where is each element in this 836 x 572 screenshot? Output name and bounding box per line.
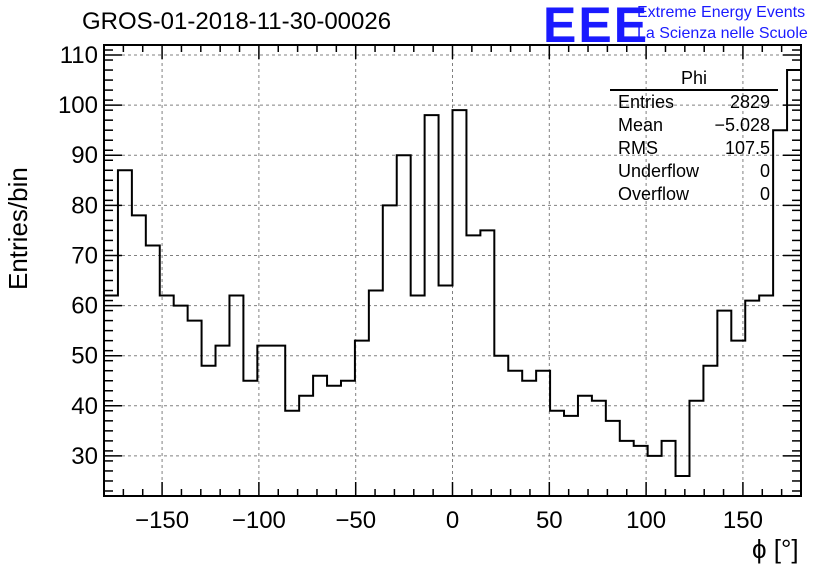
histogram-bin [550, 411, 564, 496]
chart-title: GROS-01-2018-11-30-00026 [82, 8, 392, 35]
histogram-bin [174, 306, 188, 496]
histogram-bin [453, 110, 467, 496]
y-tick-label: 60 [71, 293, 98, 320]
histogram-bin [439, 286, 453, 496]
histogram-bin [327, 386, 341, 496]
y-tick-label: 70 [71, 242, 98, 269]
stats-value: 0 [759, 161, 770, 181]
histogram-bin [592, 401, 606, 496]
histogram-bin [536, 371, 550, 496]
stats-value: 107.5 [724, 138, 770, 158]
histogram-bin [606, 421, 620, 496]
y-tick-label: 90 [71, 142, 98, 169]
histogram-outline [104, 69, 801, 477]
stats-row-mean: Mean −5.028 [610, 114, 778, 137]
histogram-bin [494, 356, 508, 496]
histogram-bin [229, 296, 243, 496]
x-tick-label: 0 [446, 507, 459, 534]
x-tick-label: −100 [232, 507, 286, 534]
histogram-bin [132, 215, 146, 496]
histogram-bin [759, 296, 773, 496]
histogram-bin [508, 371, 522, 496]
histogram-bin [146, 245, 160, 496]
histogram-bin [662, 441, 676, 496]
histogram-bin [257, 346, 271, 496]
histogram-bin [285, 411, 299, 496]
histogram-bin [648, 456, 662, 496]
histogram-bin [787, 70, 801, 496]
histogram-bin [188, 321, 202, 496]
histogram-bin [745, 301, 759, 496]
stats-box: Phi Entries 2829 Mean −5.028 RMS 107.5 U… [610, 68, 778, 206]
histogram-bin [271, 346, 285, 496]
stats-label: Underflow [618, 161, 700, 181]
stats-title: Phi [610, 68, 778, 91]
stats-label: Mean [618, 115, 664, 135]
histogram-bin [717, 311, 731, 496]
stats-label: Entries [618, 92, 675, 112]
y-tick-label: 110 [60, 42, 98, 69]
histogram-bin [202, 366, 216, 496]
y-tick-label: 80 [71, 192, 98, 219]
logo-caption-line2: La Scienza nelle Scuole [637, 25, 808, 42]
stats-row-rms: RMS 107.5 [610, 137, 778, 160]
histogram-bin [703, 366, 717, 496]
plot-frame [103, 44, 802, 497]
y-axis-label: Entries/bin [3, 167, 33, 290]
histogram-bin [578, 396, 592, 496]
y-tick-label: 40 [71, 393, 98, 420]
stats-label: RMS [618, 138, 658, 158]
logo-caption: Extreme Energy Events La Scienza nelle S… [637, 2, 808, 44]
histogram-bin [689, 401, 703, 496]
y-tick-label: 30 [71, 443, 98, 470]
histogram-bin [383, 205, 397, 496]
histogram-bin [397, 155, 411, 496]
histogram-bin [299, 396, 313, 496]
histogram-bin [341, 381, 355, 496]
histogram-bin [466, 235, 480, 496]
x-axis-label: ϕ [°] [752, 534, 799, 564]
histogram-bin [243, 381, 257, 496]
stats-label: Overflow [618, 184, 690, 204]
x-tick-label: 50 [536, 507, 563, 534]
stats-value: 2829 [729, 92, 770, 112]
stats-row-overflow: Overflow 0 [610, 183, 778, 206]
axis-ticks [103, 45, 802, 496]
histogram-bin [522, 381, 536, 496]
logo-caption-line1: Extreme Energy Events [637, 4, 806, 21]
x-tick-label: 100 [626, 507, 666, 534]
histogram-bin [620, 441, 634, 496]
histogram-bin [216, 346, 230, 496]
histogram-bin [411, 296, 425, 496]
x-tick-label: −150 [135, 507, 189, 534]
histogram-bin [118, 170, 132, 496]
stats-value: −5.028 [714, 115, 770, 135]
stats-value: 0 [759, 184, 770, 204]
stats-row-underflow: Underflow 0 [610, 160, 778, 183]
x-tick-label: 150 [723, 507, 763, 534]
histogram-bin [104, 296, 118, 496]
histogram-bin [355, 341, 369, 496]
eee-logo-icon: EEE [543, 0, 650, 53]
y-tick-label: 50 [71, 343, 98, 370]
histogram-bin [369, 291, 383, 496]
tick-labels: −150 −100 −50 0 50 100 150 30 40 50 60 70 80 90 100 110 [58, 42, 763, 534]
x-tick-label: −50 [335, 507, 376, 534]
histogram-bin [676, 476, 690, 496]
y-tick-label: 100 [58, 92, 98, 119]
histogram-bin [313, 376, 327, 496]
stats-row-entries: Entries 2829 [610, 91, 778, 114]
